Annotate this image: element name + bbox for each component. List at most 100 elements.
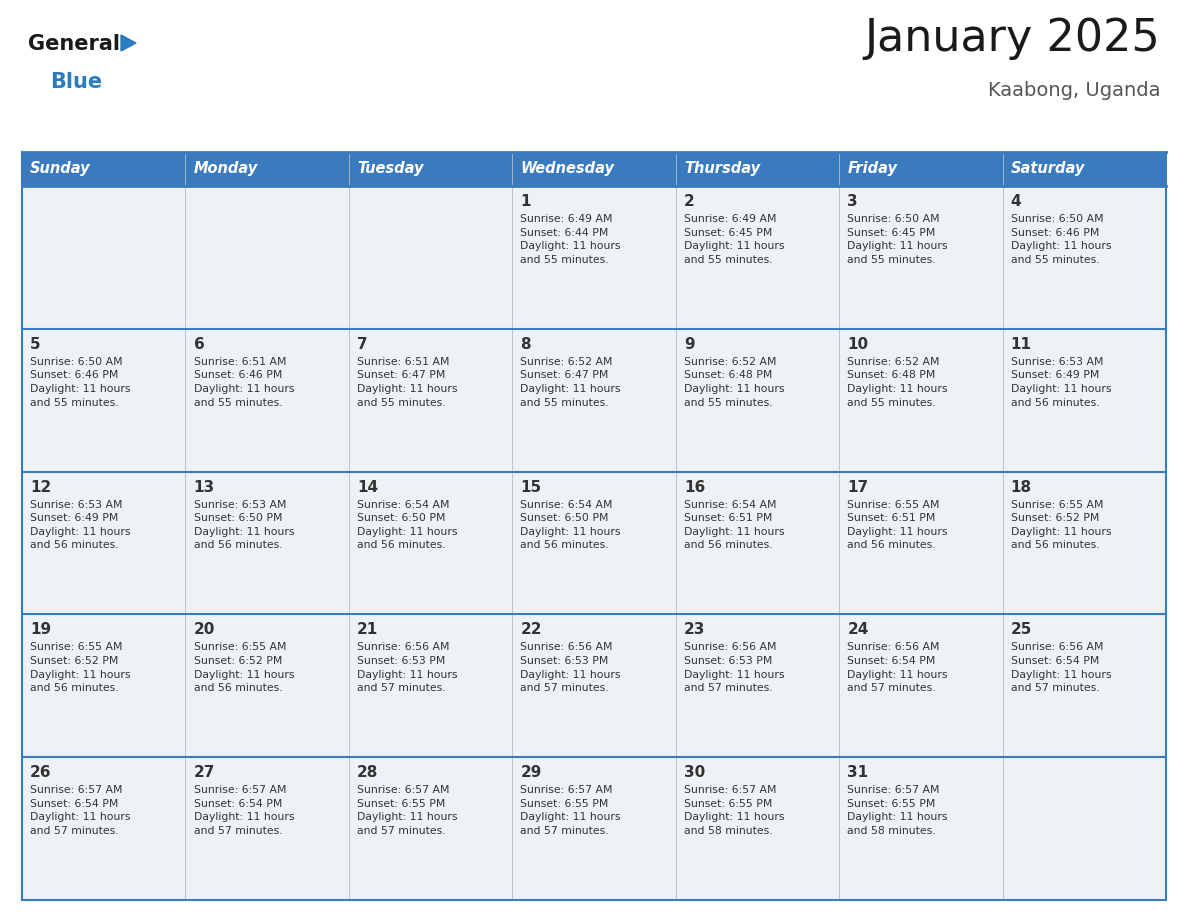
- Text: General: General: [29, 34, 120, 54]
- Text: Sunrise: 6:55 AM
Sunset: 6:51 PM
Daylight: 11 hours
and 56 minutes.: Sunrise: 6:55 AM Sunset: 6:51 PM Dayligh…: [847, 499, 948, 551]
- FancyBboxPatch shape: [676, 186, 839, 329]
- FancyBboxPatch shape: [839, 757, 1003, 900]
- FancyBboxPatch shape: [1003, 614, 1165, 757]
- Text: 6: 6: [194, 337, 204, 352]
- FancyBboxPatch shape: [185, 757, 349, 900]
- Text: 12: 12: [30, 479, 51, 495]
- Text: Sunrise: 6:54 AM
Sunset: 6:50 PM
Daylight: 11 hours
and 56 minutes.: Sunrise: 6:54 AM Sunset: 6:50 PM Dayligh…: [520, 499, 621, 551]
- Text: Sunrise: 6:56 AM
Sunset: 6:54 PM
Daylight: 11 hours
and 57 minutes.: Sunrise: 6:56 AM Sunset: 6:54 PM Dayligh…: [847, 643, 948, 693]
- FancyBboxPatch shape: [185, 329, 349, 472]
- Text: Sunrise: 6:57 AM
Sunset: 6:55 PM
Daylight: 11 hours
and 57 minutes.: Sunrise: 6:57 AM Sunset: 6:55 PM Dayligh…: [358, 785, 457, 836]
- FancyBboxPatch shape: [23, 186, 185, 329]
- Text: January 2025: January 2025: [864, 17, 1159, 60]
- Text: Sunrise: 6:55 AM
Sunset: 6:52 PM
Daylight: 11 hours
and 56 minutes.: Sunrise: 6:55 AM Sunset: 6:52 PM Dayligh…: [194, 643, 295, 693]
- Text: 31: 31: [847, 766, 868, 780]
- FancyBboxPatch shape: [349, 472, 512, 614]
- Text: Saturday: Saturday: [1011, 162, 1085, 176]
- Text: 17: 17: [847, 479, 868, 495]
- Text: 29: 29: [520, 766, 542, 780]
- Text: Blue: Blue: [50, 72, 102, 92]
- FancyBboxPatch shape: [185, 472, 349, 614]
- FancyBboxPatch shape: [676, 329, 839, 472]
- Text: Sunrise: 6:53 AM
Sunset: 6:49 PM
Daylight: 11 hours
and 56 minutes.: Sunrise: 6:53 AM Sunset: 6:49 PM Dayligh…: [30, 499, 131, 551]
- FancyBboxPatch shape: [349, 614, 512, 757]
- FancyBboxPatch shape: [676, 472, 839, 614]
- FancyBboxPatch shape: [185, 152, 349, 186]
- Text: 30: 30: [684, 766, 706, 780]
- Text: Sunrise: 6:55 AM
Sunset: 6:52 PM
Daylight: 11 hours
and 56 minutes.: Sunrise: 6:55 AM Sunset: 6:52 PM Dayligh…: [30, 643, 131, 693]
- FancyBboxPatch shape: [676, 757, 839, 900]
- Text: 21: 21: [358, 622, 378, 637]
- Text: Sunrise: 6:56 AM
Sunset: 6:53 PM
Daylight: 11 hours
and 57 minutes.: Sunrise: 6:56 AM Sunset: 6:53 PM Dayligh…: [520, 643, 621, 693]
- Text: Sunrise: 6:56 AM
Sunset: 6:53 PM
Daylight: 11 hours
and 57 minutes.: Sunrise: 6:56 AM Sunset: 6:53 PM Dayligh…: [684, 643, 784, 693]
- Text: Sunrise: 6:52 AM
Sunset: 6:47 PM
Daylight: 11 hours
and 55 minutes.: Sunrise: 6:52 AM Sunset: 6:47 PM Dayligh…: [520, 357, 621, 408]
- FancyBboxPatch shape: [839, 186, 1003, 329]
- FancyBboxPatch shape: [676, 614, 839, 757]
- Text: Tuesday: Tuesday: [358, 162, 424, 176]
- Text: 16: 16: [684, 479, 706, 495]
- Text: Wednesday: Wednesday: [520, 162, 614, 176]
- Text: Thursday: Thursday: [684, 162, 760, 176]
- Text: Sunrise: 6:49 AM
Sunset: 6:44 PM
Daylight: 11 hours
and 55 minutes.: Sunrise: 6:49 AM Sunset: 6:44 PM Dayligh…: [520, 214, 621, 264]
- Text: Sunrise: 6:57 AM
Sunset: 6:55 PM
Daylight: 11 hours
and 57 minutes.: Sunrise: 6:57 AM Sunset: 6:55 PM Dayligh…: [520, 785, 621, 836]
- Text: 14: 14: [358, 479, 378, 495]
- Text: Sunrise: 6:57 AM
Sunset: 6:54 PM
Daylight: 11 hours
and 57 minutes.: Sunrise: 6:57 AM Sunset: 6:54 PM Dayligh…: [194, 785, 295, 836]
- Text: Sunrise: 6:50 AM
Sunset: 6:45 PM
Daylight: 11 hours
and 55 minutes.: Sunrise: 6:50 AM Sunset: 6:45 PM Dayligh…: [847, 214, 948, 264]
- Text: 7: 7: [358, 337, 367, 352]
- Text: 26: 26: [30, 766, 51, 780]
- FancyBboxPatch shape: [349, 152, 512, 186]
- Text: Sunrise: 6:50 AM
Sunset: 6:46 PM
Daylight: 11 hours
and 55 minutes.: Sunrise: 6:50 AM Sunset: 6:46 PM Dayligh…: [1011, 214, 1111, 264]
- FancyBboxPatch shape: [512, 757, 676, 900]
- FancyBboxPatch shape: [839, 472, 1003, 614]
- FancyBboxPatch shape: [512, 152, 676, 186]
- Text: Monday: Monday: [194, 162, 258, 176]
- Text: 11: 11: [1011, 337, 1031, 352]
- Text: 13: 13: [194, 479, 215, 495]
- Text: Sunrise: 6:56 AM
Sunset: 6:54 PM
Daylight: 11 hours
and 57 minutes.: Sunrise: 6:56 AM Sunset: 6:54 PM Dayligh…: [1011, 643, 1111, 693]
- Text: Sunrise: 6:53 AM
Sunset: 6:50 PM
Daylight: 11 hours
and 56 minutes.: Sunrise: 6:53 AM Sunset: 6:50 PM Dayligh…: [194, 499, 295, 551]
- FancyBboxPatch shape: [1003, 152, 1165, 186]
- FancyBboxPatch shape: [512, 186, 676, 329]
- Text: Sunrise: 6:52 AM
Sunset: 6:48 PM
Daylight: 11 hours
and 55 minutes.: Sunrise: 6:52 AM Sunset: 6:48 PM Dayligh…: [847, 357, 948, 408]
- Text: Sunrise: 6:55 AM
Sunset: 6:52 PM
Daylight: 11 hours
and 56 minutes.: Sunrise: 6:55 AM Sunset: 6:52 PM Dayligh…: [1011, 499, 1111, 551]
- Text: Sunrise: 6:52 AM
Sunset: 6:48 PM
Daylight: 11 hours
and 55 minutes.: Sunrise: 6:52 AM Sunset: 6:48 PM Dayligh…: [684, 357, 784, 408]
- Text: 28: 28: [358, 766, 379, 780]
- FancyBboxPatch shape: [185, 186, 349, 329]
- FancyBboxPatch shape: [839, 329, 1003, 472]
- Text: Sunrise: 6:56 AM
Sunset: 6:53 PM
Daylight: 11 hours
and 57 minutes.: Sunrise: 6:56 AM Sunset: 6:53 PM Dayligh…: [358, 643, 457, 693]
- Text: 9: 9: [684, 337, 695, 352]
- FancyBboxPatch shape: [1003, 757, 1165, 900]
- Text: 10: 10: [847, 337, 868, 352]
- Text: 15: 15: [520, 479, 542, 495]
- Text: 4: 4: [1011, 194, 1022, 209]
- Text: 19: 19: [30, 622, 51, 637]
- Text: 22: 22: [520, 622, 542, 637]
- FancyBboxPatch shape: [1003, 472, 1165, 614]
- Text: 2: 2: [684, 194, 695, 209]
- Text: Sunrise: 6:57 AM
Sunset: 6:54 PM
Daylight: 11 hours
and 57 minutes.: Sunrise: 6:57 AM Sunset: 6:54 PM Dayligh…: [30, 785, 131, 836]
- FancyBboxPatch shape: [839, 152, 1003, 186]
- Polygon shape: [121, 35, 135, 51]
- Text: 24: 24: [847, 622, 868, 637]
- FancyBboxPatch shape: [1003, 186, 1165, 329]
- Text: 3: 3: [847, 194, 858, 209]
- Text: Sunrise: 6:57 AM
Sunset: 6:55 PM
Daylight: 11 hours
and 58 minutes.: Sunrise: 6:57 AM Sunset: 6:55 PM Dayligh…: [847, 785, 948, 836]
- FancyBboxPatch shape: [23, 472, 185, 614]
- Text: Sunrise: 6:50 AM
Sunset: 6:46 PM
Daylight: 11 hours
and 55 minutes.: Sunrise: 6:50 AM Sunset: 6:46 PM Dayligh…: [30, 357, 131, 408]
- Text: Sunrise: 6:53 AM
Sunset: 6:49 PM
Daylight: 11 hours
and 56 minutes.: Sunrise: 6:53 AM Sunset: 6:49 PM Dayligh…: [1011, 357, 1111, 408]
- FancyBboxPatch shape: [23, 329, 185, 472]
- Text: Sunrise: 6:49 AM
Sunset: 6:45 PM
Daylight: 11 hours
and 55 minutes.: Sunrise: 6:49 AM Sunset: 6:45 PM Dayligh…: [684, 214, 784, 264]
- Text: 25: 25: [1011, 622, 1032, 637]
- Text: 1: 1: [520, 194, 531, 209]
- FancyBboxPatch shape: [512, 472, 676, 614]
- FancyBboxPatch shape: [185, 614, 349, 757]
- FancyBboxPatch shape: [839, 614, 1003, 757]
- FancyBboxPatch shape: [349, 757, 512, 900]
- Text: 18: 18: [1011, 479, 1032, 495]
- Text: Sunrise: 6:54 AM
Sunset: 6:51 PM
Daylight: 11 hours
and 56 minutes.: Sunrise: 6:54 AM Sunset: 6:51 PM Dayligh…: [684, 499, 784, 551]
- Text: 8: 8: [520, 337, 531, 352]
- Text: Friday: Friday: [847, 162, 897, 176]
- Text: Sunrise: 6:57 AM
Sunset: 6:55 PM
Daylight: 11 hours
and 58 minutes.: Sunrise: 6:57 AM Sunset: 6:55 PM Dayligh…: [684, 785, 784, 836]
- Text: 5: 5: [30, 337, 40, 352]
- Text: 20: 20: [194, 622, 215, 637]
